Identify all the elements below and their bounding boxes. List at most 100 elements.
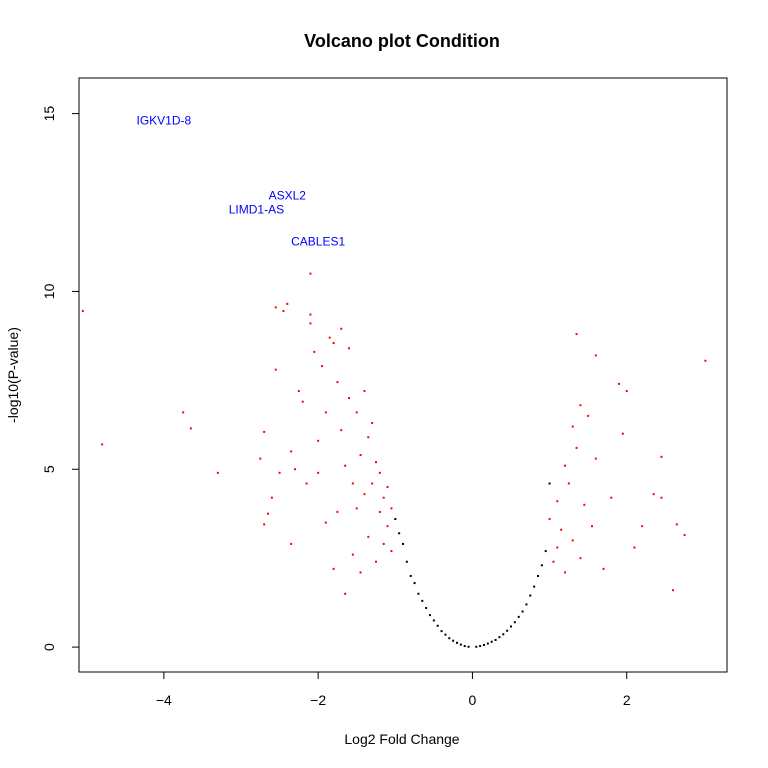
data-point xyxy=(683,534,686,537)
data-point xyxy=(571,425,574,428)
data-point xyxy=(490,640,493,643)
data-point xyxy=(375,560,377,563)
data-point xyxy=(351,553,354,556)
data-point xyxy=(567,482,570,485)
data-point xyxy=(548,482,551,485)
data-point xyxy=(641,525,644,528)
data-point xyxy=(463,645,466,648)
data-point xyxy=(359,454,362,457)
data-point xyxy=(324,521,327,524)
data-point xyxy=(625,390,628,393)
data-point xyxy=(363,493,366,496)
data-point xyxy=(332,567,335,570)
data-point xyxy=(621,432,624,435)
data-point xyxy=(259,457,262,460)
data-point xyxy=(440,630,443,633)
data-point xyxy=(675,523,678,526)
data-point xyxy=(363,390,366,393)
data-point xyxy=(475,645,478,648)
data-point xyxy=(498,636,501,639)
gene-label: ASXL2 xyxy=(269,188,307,202)
data-point xyxy=(575,446,578,449)
significant-points xyxy=(81,272,707,595)
data-point xyxy=(529,594,532,597)
data-point xyxy=(591,525,593,528)
data-point xyxy=(386,486,389,489)
data-point xyxy=(340,327,343,330)
data-point xyxy=(436,624,439,627)
data-point xyxy=(313,350,316,353)
data-point xyxy=(263,523,266,526)
data-point xyxy=(267,512,269,515)
gene-label: CABLES1 xyxy=(291,235,345,249)
data-point xyxy=(540,564,543,567)
data-point xyxy=(359,571,362,574)
data-point xyxy=(390,507,393,510)
data-point xyxy=(444,633,447,636)
data-point xyxy=(274,368,277,371)
data-point xyxy=(382,542,385,545)
data-point xyxy=(579,557,582,560)
data-point xyxy=(290,542,293,545)
data-point xyxy=(336,381,339,384)
data-point xyxy=(355,411,358,414)
data-point xyxy=(305,482,308,485)
data-point xyxy=(348,397,350,400)
data-point xyxy=(301,400,304,403)
data-point xyxy=(564,464,566,467)
y-axis-label: -log10(P-value) xyxy=(5,327,21,423)
data-point xyxy=(429,614,431,617)
data-point xyxy=(398,532,401,535)
data-point xyxy=(336,510,339,513)
nonsignificant-points xyxy=(394,482,551,648)
data-point xyxy=(575,333,578,336)
data-point xyxy=(513,621,516,624)
data-point xyxy=(417,592,420,595)
data-point xyxy=(286,302,289,305)
data-point xyxy=(502,633,505,636)
data-point xyxy=(309,272,312,275)
x-axis-label: Log2 Fold Change xyxy=(344,731,459,747)
data-point xyxy=(506,629,509,632)
data-point xyxy=(448,637,451,640)
data-point xyxy=(402,542,404,545)
data-point xyxy=(382,496,385,499)
data-point xyxy=(189,427,192,430)
data-point xyxy=(375,461,377,464)
y-tick-label: 15 xyxy=(41,106,57,122)
data-point xyxy=(660,496,663,499)
data-point xyxy=(378,510,381,513)
data-point xyxy=(452,639,455,642)
data-point xyxy=(672,589,674,592)
data-point xyxy=(371,482,374,485)
data-point xyxy=(216,471,219,474)
data-point xyxy=(525,603,528,606)
y-tick-label: 0 xyxy=(41,643,57,651)
x-axis: −4 −2 0 2 xyxy=(156,671,631,708)
data-point xyxy=(583,503,586,506)
data-point xyxy=(317,471,320,474)
data-point xyxy=(409,574,412,577)
data-point xyxy=(483,643,485,646)
data-point xyxy=(618,382,620,385)
data-point xyxy=(704,359,707,362)
data-point xyxy=(432,619,435,622)
data-point xyxy=(587,414,590,417)
data-point xyxy=(579,404,582,407)
data-point xyxy=(386,525,389,528)
x-tick-label: 2 xyxy=(623,692,631,708)
x-tick-label: −2 xyxy=(310,692,326,708)
data-point xyxy=(81,309,84,312)
y-axis: 0 5 10 15 xyxy=(41,106,80,651)
data-point xyxy=(309,322,312,325)
data-point xyxy=(390,550,393,553)
data-point xyxy=(394,518,397,521)
data-point xyxy=(371,422,374,425)
data-point xyxy=(317,439,320,442)
data-point xyxy=(348,347,350,350)
data-point xyxy=(405,560,408,563)
data-point xyxy=(517,615,520,618)
data-point xyxy=(309,313,312,316)
